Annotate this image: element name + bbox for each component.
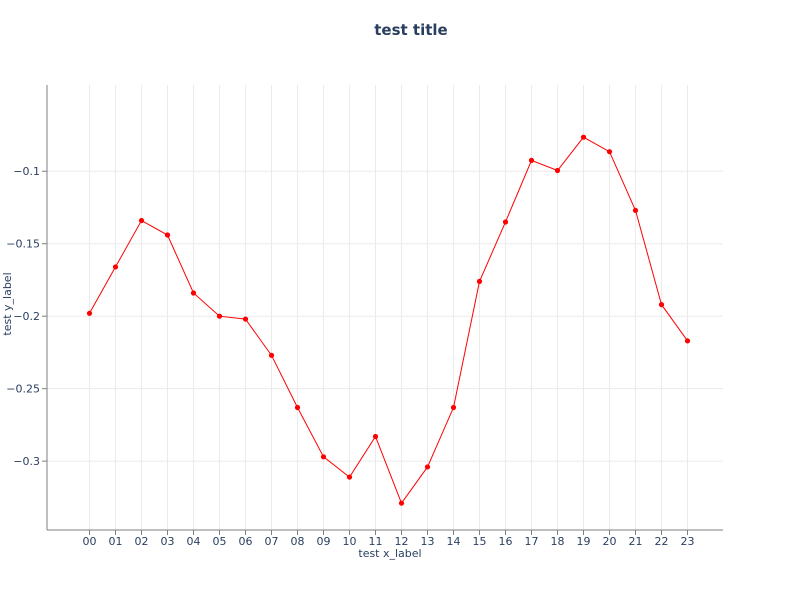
data-point (632, 207, 639, 213)
x-axis-ticks: 00 01 02 03 04 05 06 07 08 09 10 11 12 13 14 15 16 17 18 19… (83, 530, 695, 548)
data-point (450, 404, 457, 411)
data-point (476, 278, 483, 285)
chart-title: test title (374, 21, 447, 39)
x-tick-label: 09 (317, 535, 331, 548)
data-point (528, 157, 535, 163)
data-point (684, 338, 691, 344)
data-point (502, 219, 509, 225)
x-tick-label: 16 (499, 535, 513, 548)
x-tick-label: 22 (655, 535, 669, 548)
data-point (658, 302, 665, 308)
grid-lines (47, 85, 723, 530)
y-tick-label: −0.1 (13, 165, 40, 178)
x-tick-label: 14 (447, 535, 461, 548)
data-point (398, 500, 405, 506)
x-tick-label: 15 (473, 535, 487, 548)
x-tick-label: 04 (187, 535, 201, 548)
data-point (424, 464, 431, 470)
x-tick-label: 19 (577, 535, 591, 548)
y-axis-label: test y_label (1, 272, 14, 335)
series-layer (86, 134, 691, 506)
x-tick-label: 08 (291, 535, 305, 548)
y-tick-label: −0.25 (6, 383, 40, 396)
x-tick-label: 17 (525, 535, 539, 548)
x-tick-label: 00 (83, 535, 97, 548)
data-point (268, 352, 275, 358)
x-tick-label: 12 (395, 535, 409, 548)
data-point (606, 149, 613, 155)
x-tick-label: 06 (239, 535, 253, 548)
x-tick-label: 03 (161, 535, 175, 548)
data-point (216, 313, 223, 319)
data-point (138, 217, 145, 224)
data-point (372, 433, 379, 440)
data-point (112, 264, 119, 270)
data-point (580, 134, 587, 140)
data-point (346, 474, 353, 480)
axes (46, 85, 723, 531)
data-point (242, 316, 249, 322)
data-point (164, 232, 171, 238)
x-tick-label: 07 (265, 535, 279, 548)
y-axis-ticks: −0.3 −0.25 −0.2 −0.15 −0.1 (6, 165, 47, 468)
y-tick-label: −0.3 (13, 455, 40, 468)
data-point (190, 290, 197, 296)
data-point (320, 454, 327, 460)
data-point (86, 310, 93, 316)
data-point (554, 167, 561, 174)
x-tick-label: 18 (551, 535, 565, 548)
series-line (89, 136, 688, 505)
x-tick-label: 10 (343, 535, 357, 548)
x-tick-label: 23 (681, 535, 695, 548)
x-tick-label: 01 (109, 535, 123, 548)
y-tick-label: −0.2 (13, 310, 40, 323)
x-tick-label: 05 (213, 535, 227, 548)
x-tick-label: 13 (421, 535, 435, 548)
x-tick-label: 20 (603, 535, 617, 548)
x-tick-label: 21 (629, 535, 643, 548)
y-tick-label: −0.15 (6, 238, 40, 251)
x-axis-label: test x_label (358, 547, 421, 560)
x-tick-label: 11 (369, 535, 383, 548)
data-point (294, 404, 301, 411)
x-tick-label: 02 (135, 535, 149, 548)
